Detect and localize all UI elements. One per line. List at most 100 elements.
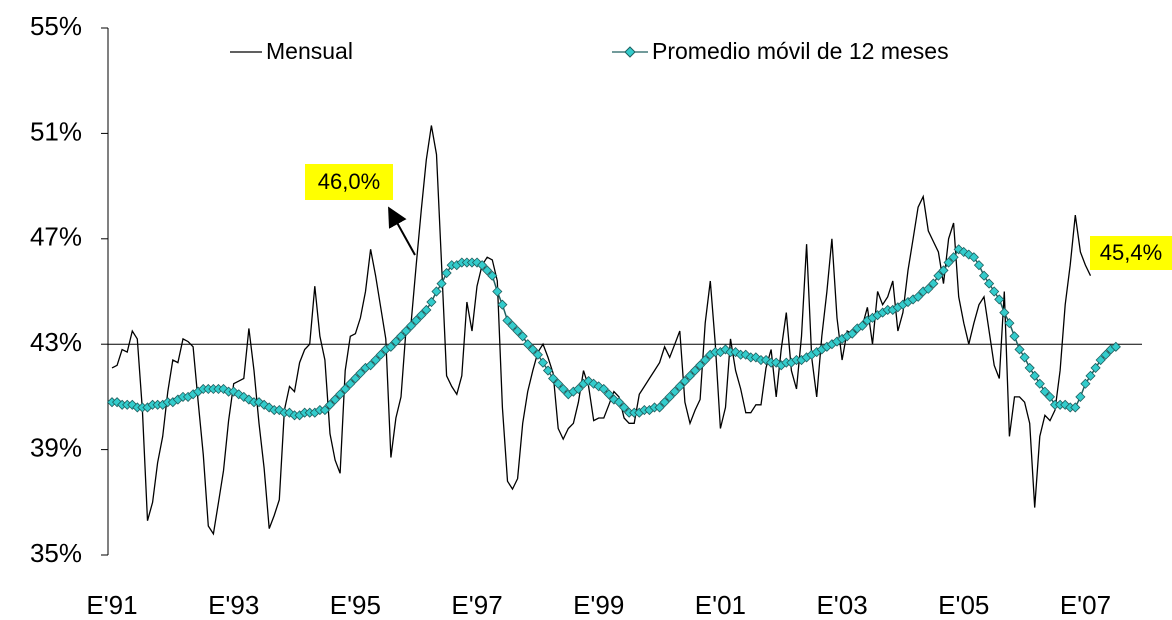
diamond-marker [989,286,1000,297]
y-tick-label: 55% [30,11,82,41]
diamond-marker [857,320,868,331]
diamond-marker [355,368,366,379]
diamond-marker [385,341,396,352]
diamond-marker [477,260,488,271]
y-tick-label: 43% [30,327,82,357]
diamond-marker [619,402,630,413]
diamond-marker [928,278,939,289]
diamond-marker [1100,349,1111,360]
diamond-marker [943,257,954,268]
series-line [111,125,1092,536]
diamond-marker [999,307,1010,318]
legend-label: Promedio móvil de 12 meses [652,38,949,64]
diamond-marker [345,378,356,389]
diamond-marker [375,349,386,360]
diamond-marker [913,291,924,302]
diamond-marker [365,360,376,371]
diamond-marker [527,344,538,355]
diamond-marker [426,296,437,308]
diamond-marker [1080,378,1091,389]
y-tick-label: 35% [30,538,82,568]
diamond-marker [1070,402,1081,413]
x-tick-label: E'05 [938,590,989,620]
diamond-marker [492,286,503,297]
diamond-marker [1024,362,1035,373]
diamond-marker [436,278,447,289]
diamond-marker [324,399,336,410]
diamond-marker [487,270,498,281]
diamond-marker [659,397,670,408]
annotation-label: 45,4% [1100,240,1162,265]
diamond-marker [674,381,685,392]
diamond-marker [573,383,584,395]
diamond-marker [684,370,696,381]
diamond-marker [1014,344,1025,355]
diamond-marker [441,267,452,279]
diamond-marker [548,373,559,384]
diamond-marker [994,294,1005,305]
diamond-marker [421,304,432,316]
diamond-marker [558,383,569,395]
diamond-marker [512,325,523,337]
diamond-marker [923,283,934,294]
diamond-marker [416,310,427,321]
diamond-marker [522,339,533,350]
diamond-marker [542,365,554,376]
diamond-marker [370,354,381,366]
diamond-marker [1095,354,1106,366]
diamond-marker [1110,341,1121,352]
diamond-marker [335,389,346,400]
diamond-marker [679,376,690,387]
diamond-marker [1009,331,1020,342]
diamond-marker [319,405,331,416]
diamond-marker [507,320,518,331]
x-tick-label: E'99 [573,590,624,620]
diamond-marker [968,252,979,263]
diamond-marker [390,336,401,347]
x-tick-label: E'93 [208,590,259,620]
diamond-marker [411,315,422,326]
diamond-marker [537,357,549,368]
diamond-marker [1034,378,1045,389]
diamond-marker [400,325,412,337]
x-tick-label: E'95 [330,590,381,620]
x-tick-label: E'07 [1060,590,1111,620]
diamond-marker [973,260,985,271]
diamond-marker [933,270,944,281]
diamond-marker [330,394,341,405]
diamond-marker [978,270,990,281]
y-tick-label: 39% [30,432,82,462]
x-tick-label: E'01 [695,590,746,620]
diamond-marker [948,252,959,263]
legend-label: Mensual [266,38,353,64]
diamond-marker [1085,370,1096,381]
diamond-marker [1004,318,1015,329]
x-tick-label: E'03 [816,590,867,620]
diamond-marker [1090,362,1101,373]
diamond-marker [350,373,361,384]
diamond-marker [689,365,701,376]
diamond-marker [613,397,625,408]
diamond-marker [532,349,543,360]
x-tick-label: E'97 [451,590,502,620]
diamond-marker [431,286,442,297]
diamond-marker [654,402,665,413]
x-tick-label: E'91 [86,590,137,620]
diamond-marker [517,331,528,342]
diamond-marker [553,378,564,389]
diamond-marker [938,265,949,276]
y-tick-label: 47% [30,222,82,252]
diamond-marker [847,328,858,339]
diamond-marker [1019,352,1030,363]
diamond-marker [669,386,680,397]
diamond-marker [1039,386,1050,397]
diamond-marker [603,389,614,400]
diamond-marker [497,299,508,310]
annotation-arrow [388,206,416,256]
diamond-marker [700,354,711,366]
diamond-marker [598,383,609,395]
diamond-marker [1075,391,1086,402]
diamond-marker [664,391,675,402]
annotation-label: 46,0% [318,169,380,194]
